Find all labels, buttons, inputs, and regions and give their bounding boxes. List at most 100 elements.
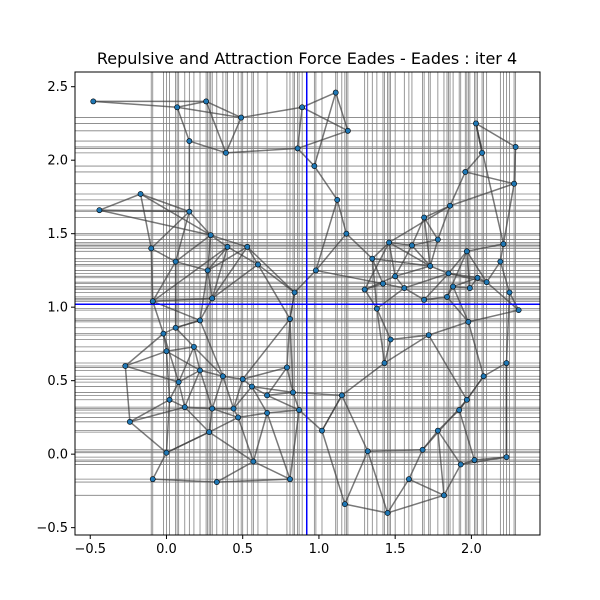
graph-node	[223, 149, 229, 156]
graph-edge	[376, 308, 392, 340]
graph-node	[369, 255, 376, 262]
graph-edge	[344, 450, 369, 505]
graph-edge	[211, 246, 248, 299]
y-tick-label: 0.5	[47, 374, 68, 389]
graph-edge	[175, 327, 195, 348]
graph-node	[421, 214, 428, 221]
graph-edge	[177, 381, 186, 408]
graph-node	[332, 89, 339, 96]
graph-node	[186, 138, 193, 144]
graph-edge	[211, 263, 259, 299]
graph-node	[392, 273, 399, 280]
graph-edge	[301, 106, 349, 132]
graph-edge	[267, 409, 300, 414]
graph-edge	[411, 244, 431, 267]
graph-edge	[210, 234, 248, 248]
graph-edge	[266, 394, 300, 411]
graph-node	[500, 241, 507, 247]
graph-node	[373, 305, 380, 312]
graph-edge	[388, 241, 431, 267]
graph-edge	[296, 107, 303, 149]
graph-edge	[424, 296, 448, 301]
graph-node	[447, 202, 453, 209]
graph-node	[511, 180, 517, 187]
graph-node	[312, 267, 319, 274]
graph-edge	[206, 235, 212, 271]
graph-edge	[211, 376, 224, 409]
graph-edge	[166, 350, 201, 372]
x-tick-label: 0.0	[156, 542, 177, 557]
graph-edge	[422, 430, 439, 451]
graph-edge	[301, 91, 337, 108]
graph-edge	[289, 292, 296, 320]
graph-node	[343, 230, 350, 237]
graph-node	[209, 405, 216, 412]
graph-edge	[184, 406, 213, 410]
graph-edge	[448, 272, 487, 283]
graph-edge	[168, 381, 180, 401]
graph-node	[235, 414, 242, 421]
graph-edge	[251, 385, 294, 394]
graph-edge	[99, 209, 211, 236]
graph-node	[380, 280, 386, 287]
graph-node	[338, 392, 345, 399]
graph-edge	[447, 250, 468, 274]
graph-node	[163, 449, 170, 456]
graph-edge	[371, 241, 390, 260]
graph-edge	[294, 269, 317, 293]
x-tick-label: 1.5	[385, 542, 406, 557]
graph-edge	[486, 281, 520, 311]
graph-edge	[437, 430, 445, 496]
graph-edge	[289, 318, 294, 393]
graph-edge	[199, 369, 224, 377]
x-axis: −0.5 0.0 0.5 1.0 1.5 2.0	[74, 535, 482, 557]
graph-node	[465, 318, 472, 325]
graph-edge	[174, 211, 191, 262]
x-tick-label: −0.5	[74, 542, 106, 557]
graph-node	[284, 364, 290, 371]
graph-edge	[177, 346, 195, 383]
x-tick-label: 2.0	[461, 542, 482, 557]
graph-edge	[176, 100, 207, 109]
graph-node	[122, 363, 129, 369]
graph-node	[197, 367, 203, 374]
graph-node	[264, 392, 270, 399]
graph-edge	[286, 318, 291, 368]
graph-edge	[176, 107, 191, 142]
graph-node	[160, 330, 167, 337]
graph-node	[291, 289, 298, 296]
graph-node	[503, 360, 510, 366]
graph-node	[474, 274, 481, 281]
graph-node	[148, 245, 155, 252]
graph-edge	[150, 248, 154, 302]
graph-edge	[175, 234, 212, 263]
graph-edge	[166, 431, 210, 454]
graph-edge	[242, 366, 288, 380]
graph-edge	[298, 409, 323, 432]
y-tick-label: 2.5	[47, 80, 68, 95]
graph-edge	[152, 301, 165, 334]
graph-edge	[152, 261, 177, 302]
graph-node	[126, 418, 133, 425]
graph-edge	[266, 412, 291, 480]
graph-node	[345, 127, 351, 134]
graph-edge	[371, 258, 378, 309]
y-tick-label: 1.0	[47, 301, 68, 316]
graph-edge	[466, 243, 504, 253]
graph-edge	[225, 117, 242, 154]
graph-edge	[386, 478, 410, 514]
graph-edge	[502, 183, 515, 245]
graph-edge	[483, 362, 507, 377]
graph-edge	[251, 386, 268, 414]
graph-edge	[166, 346, 195, 353]
graph-node	[238, 114, 245, 121]
graph-edge	[129, 399, 170, 423]
graph-edge	[175, 260, 208, 272]
graph-node	[90, 98, 97, 105]
graph-node	[255, 261, 261, 268]
graph-edge	[206, 270, 213, 299]
graph-edge	[225, 147, 298, 154]
graph-edge	[404, 272, 449, 289]
graph-edge	[364, 289, 378, 310]
